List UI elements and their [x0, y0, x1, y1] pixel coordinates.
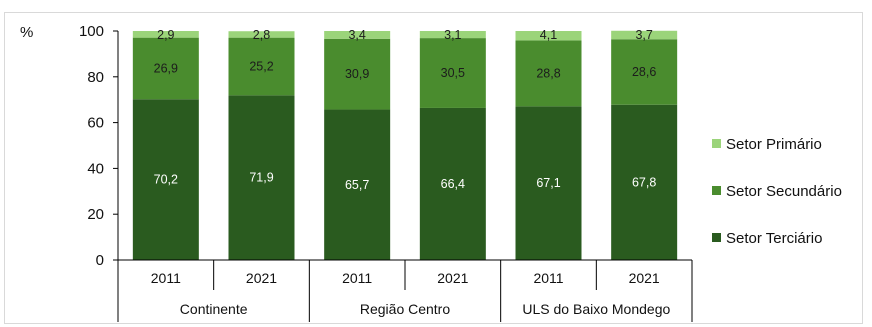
- data-label: 67,1: [536, 176, 560, 190]
- x-tick-label-year: 2021: [437, 270, 468, 286]
- data-label: 67,8: [632, 175, 656, 189]
- legend-label: Setor Primário: [726, 136, 822, 153]
- chart-border: [4, 12, 863, 324]
- data-label: 2,9: [157, 28, 174, 42]
- data-label: 28,8: [536, 66, 560, 80]
- data-label: 70,2: [154, 173, 178, 187]
- bar-segment: [611, 39, 678, 105]
- bar-segment: [324, 109, 391, 260]
- data-label: 71,9: [249, 171, 273, 185]
- bar-segment: [324, 31, 391, 39]
- y-tick-label: 60: [87, 115, 104, 132]
- y-tick-label: 20: [87, 206, 104, 223]
- data-label: 3,7: [635, 28, 652, 42]
- bar-segment: [324, 38, 391, 110]
- data-label: 4,1: [540, 28, 557, 42]
- x-tick-label-year: 2021: [629, 270, 660, 286]
- bar-segment: [228, 95, 295, 260]
- bar-segment: [515, 40, 582, 107]
- data-label: 25,2: [249, 59, 273, 73]
- legend-swatch: [712, 233, 721, 242]
- x-tick-label-year: 2011: [533, 270, 563, 286]
- x-group-label: Região Centro: [360, 301, 450, 317]
- x-tick-label-year: 2021: [246, 270, 277, 286]
- bar-segment: [419, 107, 486, 260]
- y-tick-label: 40: [87, 160, 104, 177]
- bar-segment: [419, 38, 486, 108]
- data-label: 30,9: [345, 67, 369, 81]
- bar-segment: [611, 30, 678, 40]
- bar-segment: [515, 106, 582, 260]
- data-label: 26,9: [154, 61, 178, 75]
- x-tick-label-year: 2011: [151, 270, 181, 286]
- y-tick-label: 100: [79, 23, 104, 40]
- legend: Setor Primário Setor Secundário Setor Terc…: [712, 136, 842, 247]
- bar-segment: [419, 31, 486, 39]
- legend-label: Setor Secundário: [726, 183, 842, 200]
- data-label: 2,8: [253, 28, 270, 42]
- bar-segment: [132, 99, 199, 260]
- bar-segment: [515, 31, 582, 41]
- x-group-label: Continente: [180, 301, 248, 317]
- data-label: 28,6: [632, 65, 656, 79]
- x-tick-label-year: 2011: [342, 270, 372, 286]
- data-label: 3,1: [444, 28, 461, 42]
- y-tick-label: 80: [87, 69, 104, 86]
- data-label: 65,7: [345, 178, 369, 192]
- bar-segment: [228, 31, 295, 38]
- data-label: 66,4: [441, 177, 465, 191]
- legend-label: Setor Terciário: [726, 230, 822, 247]
- legend-swatch: [712, 139, 721, 148]
- data-label: 30,5: [441, 66, 465, 80]
- y-axis-unit-label: %: [20, 24, 33, 41]
- bar-segment: [132, 37, 199, 100]
- x-group-label: ULS do Baixo Mondego: [522, 301, 670, 317]
- bar-segment: [611, 104, 678, 260]
- plot-area: 0 20 40 60 80 100 70,2 26,9 2,9 71,9 25,2 2,8 65,7 30…: [79, 23, 693, 322]
- data-label: 3,4: [348, 28, 365, 42]
- bar-segment: [228, 37, 295, 96]
- bar-segment: [132, 31, 199, 38]
- y-tick-label: 0: [96, 252, 104, 269]
- legend-swatch: [712, 186, 721, 195]
